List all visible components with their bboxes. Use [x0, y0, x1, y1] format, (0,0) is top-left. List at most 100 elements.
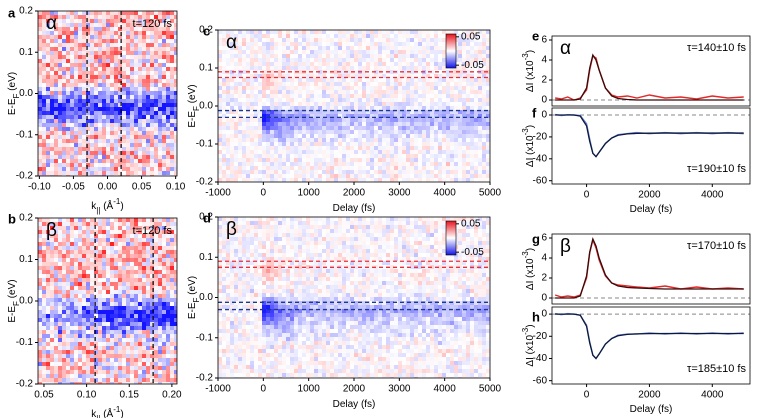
heatmap-cell: [94, 163, 98, 167]
heatmap-cell: [162, 103, 166, 107]
heatmap-cell: [146, 55, 150, 59]
heatmap-cell: [242, 42, 246, 46]
heatmap-cell: [38, 246, 42, 250]
heatmap-cell: [158, 11, 162, 15]
heatmap-cell: [334, 58, 338, 62]
heatmap-cell: [166, 163, 170, 167]
x-axis-label-part: ): [120, 201, 123, 212]
heatmap-cell: [398, 166, 402, 170]
heatmap-cell: [322, 126, 326, 130]
heatmap-cell: [78, 63, 82, 67]
heatmap-cell: [294, 110, 298, 114]
heatmap-cell: [122, 119, 126, 123]
heatmap-cell: [54, 370, 58, 374]
heatmap-cell: [378, 98, 382, 102]
heatmap-cell: [90, 218, 94, 222]
heatmap-cell: [82, 350, 86, 354]
heatmap-cell: [102, 366, 106, 370]
heatmap-cell: [310, 66, 314, 70]
heatmap-cell: [370, 86, 374, 90]
heatmap-cell: [354, 114, 358, 118]
heatmap-cell: [126, 338, 130, 342]
heatmap-cell: [150, 147, 154, 151]
heatmap-cell: [154, 262, 158, 266]
heatmap-cell: [318, 54, 322, 58]
heatmap-cell: [158, 115, 162, 119]
heatmap-cell: [126, 318, 130, 322]
heatmap-cell: [106, 294, 110, 298]
heatmap-cell: [318, 74, 322, 78]
heatmap-cell: [222, 86, 226, 90]
heatmap-cell: [150, 175, 154, 176]
heatmap-cell: [410, 66, 414, 70]
heatmap-cell: [302, 174, 306, 178]
heatmap-cell: [166, 314, 170, 318]
heatmap-cell: [38, 350, 42, 354]
heatmap-cell: [118, 159, 122, 163]
heatmap-cell: [318, 82, 322, 86]
heatmap-cell: [50, 31, 54, 35]
heatmap-cell: [166, 31, 170, 35]
heatmap-cell: [118, 75, 122, 79]
heatmap-cell: [102, 298, 106, 302]
heatmap-cell: [270, 66, 274, 70]
heatmap-cell: [338, 154, 342, 158]
heatmap-cell: [342, 114, 346, 118]
heatmap-cell: [46, 155, 50, 159]
heatmap-cell: [254, 114, 258, 118]
heatmap-cell: [402, 154, 406, 158]
heatmap-cell: [170, 127, 174, 131]
heatmap-cell: [62, 123, 66, 127]
heatmap-cell: [422, 142, 426, 146]
heatmap-cell: [170, 338, 174, 342]
heatmap-cell: [222, 66, 226, 70]
heatmap-cell: [402, 86, 406, 90]
heatmap-cell: [110, 79, 114, 83]
heatmap-cell: [90, 282, 94, 286]
heatmap-cell: [174, 123, 177, 127]
heatmap-cell: [150, 334, 154, 338]
heatmap-cell: [70, 67, 74, 71]
heatmap-cell: [38, 127, 42, 131]
heatmap-cell: [126, 51, 130, 55]
heatmap-cell: [130, 31, 134, 35]
heatmap-cell: [414, 62, 418, 66]
heatmap-cell: [334, 70, 338, 74]
heatmap-cell: [150, 35, 154, 39]
heatmap-cell: [166, 298, 170, 302]
heatmap-cell: [222, 98, 226, 102]
x-axis-label: k|| (Å-1): [91, 405, 123, 418]
heatmap-cell: [366, 30, 370, 34]
heatmap-cell: [230, 54, 234, 58]
heatmap-cell: [250, 142, 254, 146]
heatmap-cell: [410, 110, 414, 114]
heatmap-cell: [250, 122, 254, 126]
heatmap-cell: [358, 106, 362, 110]
heatmap-cell: [142, 286, 146, 290]
heatmap-cell: [82, 47, 86, 51]
heatmap-cell: [330, 122, 334, 126]
heatmap-cell: [222, 94, 226, 98]
x-axis-label-part: -1: [113, 197, 121, 206]
heatmap-cell: [38, 282, 42, 286]
heatmap-cell: [94, 266, 98, 270]
heatmap-cell: [70, 35, 74, 39]
heatmap-cell: [42, 358, 46, 362]
heatmap-cell: [62, 19, 66, 23]
heatmap-cell: [98, 218, 102, 222]
heatmap-cell: [90, 374, 94, 378]
heatmap-cell: [58, 43, 62, 47]
heatmap-cell: [174, 274, 177, 278]
heatmap-cell: [106, 258, 110, 262]
heatmap-cell: [78, 382, 82, 384]
heatmap-cell: [238, 58, 242, 62]
heatmap-cell: [98, 362, 102, 366]
heatmap-cell: [282, 154, 286, 158]
heatmap-cell: [62, 99, 66, 103]
heatmap-cell: [126, 55, 130, 59]
heatmap-cell: [218, 66, 222, 70]
heatmap-cell: [290, 170, 294, 174]
heatmap-cell: [410, 46, 414, 50]
heatmap-cell: [58, 330, 62, 334]
heatmap-cell: [58, 222, 62, 226]
